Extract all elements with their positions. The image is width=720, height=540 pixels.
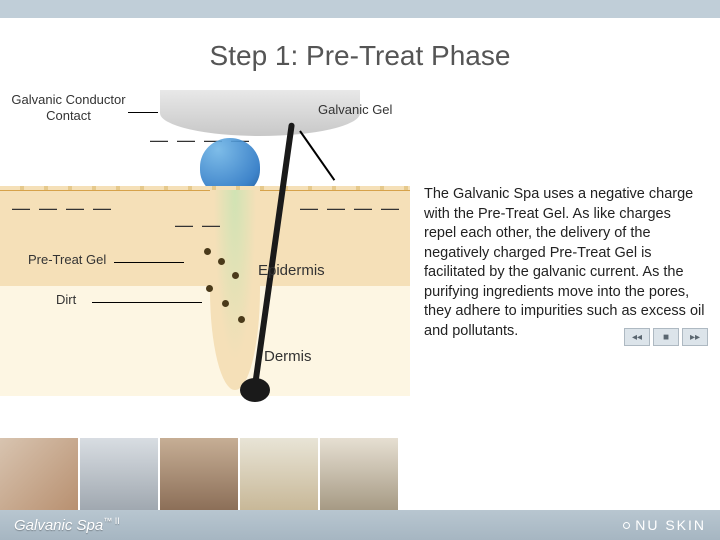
next-button[interactable]: ▸▸ — [682, 328, 708, 346]
label-epidermis: Epidermis — [258, 262, 325, 280]
dirt-dot — [206, 285, 213, 292]
label-gel: Galvanic Gel — [318, 102, 392, 118]
dirt-dot — [222, 300, 229, 307]
description-text: The Galvanic Spa uses a negative charge … — [424, 185, 706, 342]
nav-controls: ◂◂ ■ ▸▸ — [624, 328, 708, 346]
thumb-4 — [240, 438, 318, 510]
thumb-2 — [80, 438, 158, 510]
charge-marks-left: — — — — — [12, 198, 113, 219]
label-dermis: Dermis — [264, 348, 312, 366]
skin-diagram: — — — — — — — — — — — — — — Galvanic Con… — [0, 90, 410, 430]
brand-dot-icon — [623, 522, 630, 529]
footer-bar: Galvanic Spa™ II NU SKIN — [0, 510, 720, 540]
slide-title: Step 1: Pre-Treat Phase — [0, 40, 720, 72]
hair-bulb — [240, 378, 270, 402]
dirt-dot — [218, 258, 225, 265]
brand-right: NU SKIN — [623, 517, 706, 533]
label-dirt: Dirt — [56, 292, 76, 308]
charge-marks-mid: — — — [175, 215, 222, 236]
arrow-dirt — [92, 302, 202, 303]
dirt-dot — [238, 316, 245, 323]
brand-left: Galvanic Spa™ II — [14, 516, 120, 534]
stop-button[interactable]: ■ — [653, 328, 679, 346]
arrow-conductor — [128, 112, 158, 113]
thumb-3 — [160, 438, 238, 510]
top-bar — [0, 0, 720, 18]
photo-strip — [0, 438, 400, 510]
brand-right-name: NU SKIN — [635, 517, 706, 533]
content-area: — — — — — — — — — — — — — — Galvanic Con… — [0, 90, 720, 450]
arrow-pretreat — [114, 262, 184, 263]
dirt-dot — [232, 272, 239, 279]
charge-marks-right: — — — — — [300, 198, 401, 219]
brand-left-suffix: ™ II — [103, 516, 120, 526]
thumb-5 — [320, 438, 398, 510]
thumb-1 — [0, 438, 78, 510]
label-pretreat: Pre-Treat Gel — [28, 252, 106, 268]
prev-button[interactable]: ◂◂ — [624, 328, 650, 346]
brand-left-name: Galvanic Spa — [14, 517, 103, 534]
label-conductor: Galvanic Conductor Contact — [6, 92, 131, 123]
dirt-dot — [204, 248, 211, 255]
gel-pointer — [299, 130, 335, 180]
